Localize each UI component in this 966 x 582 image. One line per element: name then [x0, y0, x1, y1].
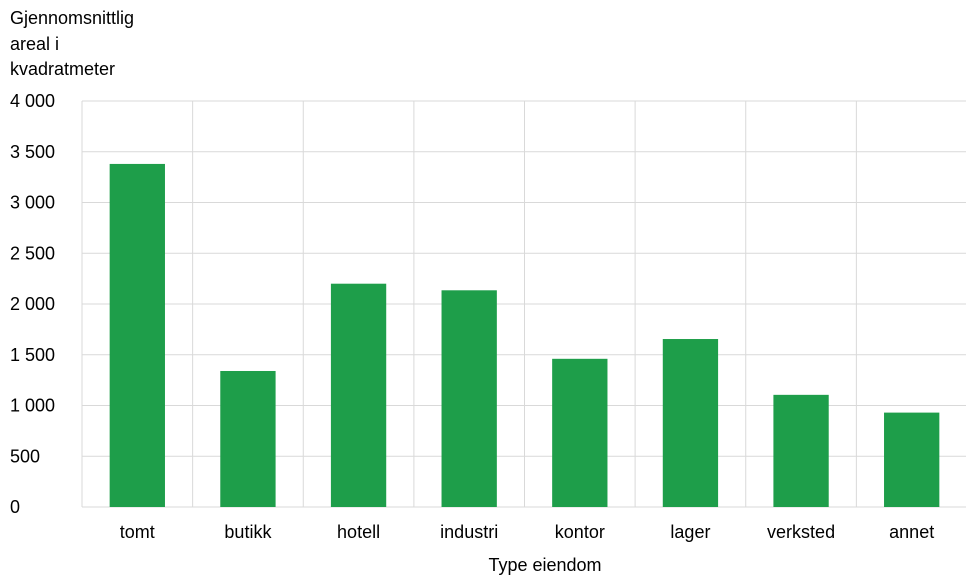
y-axis-title-line-3: kvadratmeter [10, 59, 115, 79]
x-tick-label: butikk [224, 522, 272, 542]
y-axis-title-line-2: areal i [10, 34, 59, 54]
x-tick-label: verksted [767, 522, 835, 542]
x-tick-label: tomt [120, 522, 155, 542]
y-tick-label: 0 [10, 497, 20, 517]
bar [220, 371, 275, 507]
bar [663, 339, 718, 507]
x-tick-label: annet [889, 522, 934, 542]
bar [331, 284, 386, 507]
y-tick-label: 2 500 [10, 243, 55, 263]
y-tick-label: 1 000 [10, 396, 55, 416]
y-tick-label: 1 500 [10, 345, 55, 365]
y-tick-label: 500 [10, 446, 40, 466]
x-tick-label: lager [670, 522, 710, 542]
bar [773, 395, 828, 507]
y-axis-title-line-1: Gjennomsnittlig [10, 8, 134, 28]
y-tick-label: 3 500 [10, 142, 55, 162]
bar [552, 359, 607, 507]
x-tick-label: hotell [337, 522, 380, 542]
y-axis-ticks: 0 500 1 000 1 500 2 000 2 500 3 000 3 500 4 000 [10, 91, 55, 517]
grid [82, 101, 966, 507]
y-tick-label: 2 000 [10, 294, 55, 314]
y-tick-label: 3 000 [10, 193, 55, 213]
x-tick-label: industri [440, 522, 498, 542]
x-axis-title: Type eiendom [488, 555, 601, 575]
y-tick-label: 4 000 [10, 91, 55, 111]
bar [442, 290, 497, 507]
x-axis-ticks: tomt butikk hotell industri kontor lager verks… [120, 522, 934, 542]
bar [110, 164, 165, 507]
x-tick-label: kontor [555, 522, 605, 542]
bar [884, 413, 939, 507]
